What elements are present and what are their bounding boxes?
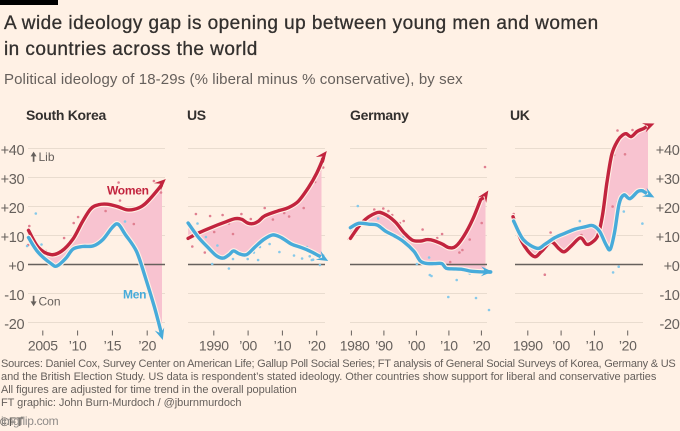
svg-text:’10: ’10 [274,338,292,354]
svg-text:-20: -20 [4,317,24,333]
svg-text:+30: +30 [656,172,680,188]
svg-text:’20: ’20 [473,338,491,354]
svg-text:2005: 2005 [28,338,58,354]
svg-text:+40: +40 [656,143,680,159]
svg-text:US: US [187,107,206,123]
svg-text:’00: ’00 [239,338,257,354]
svg-text:1990: 1990 [199,338,229,354]
svg-text:UK: UK [510,107,530,123]
svg-text:-10: -10 [4,288,24,304]
svg-text:’20: ’20 [138,338,156,354]
svg-text:+40: +40 [1,143,25,159]
svg-text:’90: ’90 [375,338,393,354]
svg-text:’10: ’10 [586,338,604,354]
svg-text:1990: 1990 [513,338,543,354]
svg-text:’00: ’00 [408,338,426,354]
svg-text:’10: ’10 [69,338,87,354]
svg-text:’10: ’10 [440,338,458,354]
svg-text:Men: Men [123,288,146,302]
svg-text:+10: +10 [1,230,25,246]
svg-text:-10: -10 [659,288,679,304]
svg-text:Lib: Lib [39,150,55,164]
svg-text:’00: ’00 [552,338,570,354]
svg-text:+30: +30 [1,172,25,188]
svg-text:Germany: Germany [350,107,409,123]
svg-text:1980: 1980 [340,338,370,354]
svg-text:+20: +20 [656,201,680,217]
svg-text:Women: Women [107,184,149,198]
svg-text:’20: ’20 [308,338,326,354]
svg-text:Con: Con [39,295,61,309]
svg-text:South Korea: South Korea [26,107,106,123]
svg-text:’15: ’15 [104,338,122,354]
svg-text:+0: +0 [8,259,24,275]
svg-text:+10: +10 [656,230,680,246]
svg-text:-20: -20 [659,317,679,333]
svg-text:+0: +0 [664,259,680,275]
svg-text:’20: ’20 [619,338,637,354]
svg-text:+20: +20 [1,201,25,217]
